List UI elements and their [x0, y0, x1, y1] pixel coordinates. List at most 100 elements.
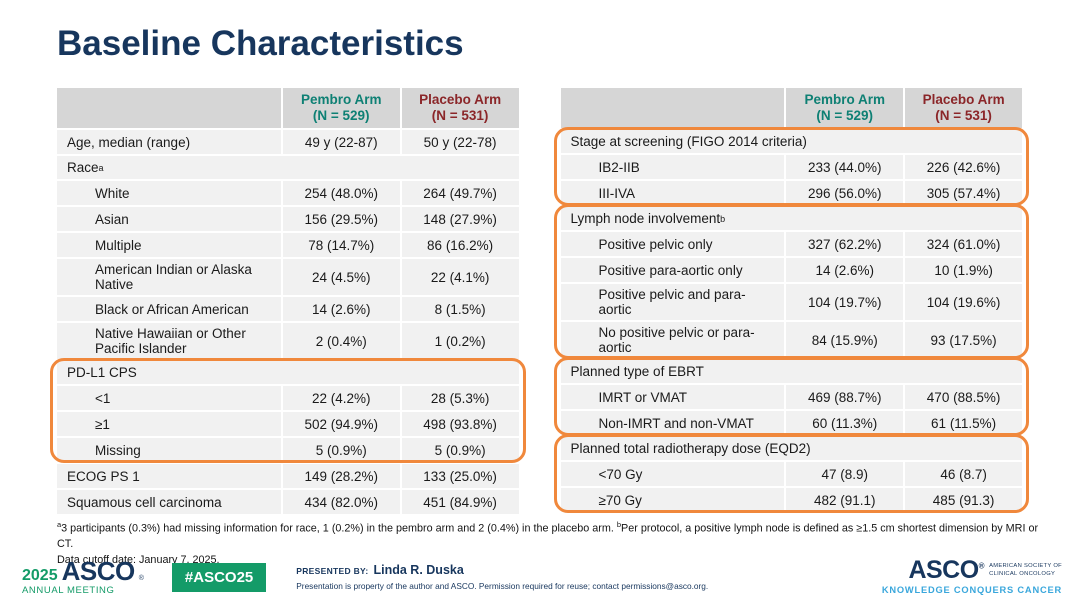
placebo-value: 22 (4.1%) — [401, 259, 519, 295]
column-header-placebo: Placebo Arm (N = 531) — [905, 88, 1022, 128]
highlight-box-group: Lymph node involvement b Positive pelvic o… — [553, 204, 1029, 359]
row-label: White — [57, 181, 281, 205]
placebo-value: 104 (19.6%) — [905, 284, 1022, 320]
placebo-value: 93 (17.5%) — [905, 322, 1022, 358]
column-header-pembro: Pembro Arm (N = 529) — [282, 88, 400, 128]
table-row: <1 22 (4.2%) 28 (5.3%) — [57, 386, 519, 410]
table-row: IB2-IIB 233 (44.0%) 226 (42.6%) — [560, 155, 1022, 179]
row-label: ECOG PS 1 — [57, 464, 281, 488]
table-row: ECOG PS 1 149 (28.2%) 133 (25.0%) — [57, 464, 519, 488]
placebo-value: 61 (11.5%) — [905, 411, 1022, 435]
row-label: ≥70 Gy — [560, 488, 785, 512]
asco-logo: ASCO® AMERICAN SOCIETY OF CLINICAL ONCOL… — [882, 558, 1062, 595]
placebo-value: 10 (1.9%) — [905, 258, 1022, 282]
row-label: Positive pelvic and para-aortic — [560, 284, 785, 320]
header-line: (N = 529) — [816, 108, 874, 123]
asco-logo-word: ASCO® — [908, 556, 985, 585]
header-line: Placebo Arm — [922, 91, 1005, 107]
pembro-value: 233 (44.0%) — [786, 155, 904, 179]
pembro-value: 24 (4.5%) — [282, 259, 400, 295]
pembro-value: 156 (29.5%) — [282, 207, 400, 231]
table-header-row: Pembro Arm (N = 529) Placebo Arm (N = 531) — [57, 88, 519, 128]
placebo-value: 485 (91.3) — [905, 488, 1022, 512]
placebo-value: 133 (25.0%) — [401, 464, 519, 488]
placebo-value: 148 (27.9%) — [401, 207, 519, 231]
table-row: Positive pelvic and para-aortic 104 (19.7… — [560, 284, 1022, 320]
placebo-value: 226 (42.6%) — [905, 155, 1022, 179]
table-row: ≥1 502 (94.9%) 498 (93.8%) — [57, 412, 519, 436]
presenter-name: Linda R. Duska — [373, 563, 464, 578]
pembro-value: 296 (56.0%) — [786, 181, 904, 205]
row-label: No positive pelvic or para-aortic — [560, 322, 785, 358]
tables-area: Pembro Arm (N = 529) Placebo Arm (N = 531) A… — [50, 88, 1029, 516]
permission-text: Presentation is property of the author a… — [296, 580, 709, 591]
header-line: (N = 531) — [431, 108, 489, 123]
table-header-row: Pembro Arm (N = 529) Placebo Arm (N = 531) — [560, 88, 1022, 128]
pembro-value: 2 (0.4%) — [282, 323, 400, 359]
pembro-value: 104 (19.7%) — [786, 284, 904, 320]
table-row: Age, median (range) 49 y (22-87) 50 y (22-… — [57, 130, 519, 154]
column-header-placebo: Placebo Arm (N = 531) — [401, 88, 519, 128]
table-row: Positive pelvic only 327 (62.2%) 324 (61.0… — [560, 232, 1022, 256]
row-label: American Indian or Alaska Native — [57, 259, 281, 295]
placebo-value: 1 (0.2%) — [401, 323, 519, 359]
row-label: III-IVA — [560, 181, 785, 205]
placebo-value: 264 (49.7%) — [401, 181, 519, 205]
section-label: Race a — [57, 156, 519, 179]
row-label: Black or African American — [57, 297, 281, 321]
section-row: Stage at screening (FIGO 2014 criteria) — [560, 130, 1022, 153]
table-row: American Indian or Alaska Native 24 (4.5%… — [57, 259, 519, 295]
section-row: Race a — [57, 156, 519, 179]
pembro-value: 482 (91.1) — [786, 488, 904, 512]
table-row: Asian 156 (29.5%) 148 (27.9%) — [57, 207, 519, 231]
hashtag-badge: #ASCO25 — [171, 562, 267, 592]
pembro-value: 149 (28.2%) — [282, 464, 400, 488]
row-label: Native Hawaiian or Other Pacific Islande… — [57, 323, 281, 359]
row-label: Asian — [57, 207, 281, 231]
row-label: Non-IMRT and non-VMAT — [560, 411, 785, 435]
section-row: Planned total radiotherapy dose (EQD2) — [560, 437, 1022, 460]
asco-annual-meeting-logo: 2025 ASCO ® ANNUAL MEETING — [22, 558, 144, 596]
placebo-value: 5 (0.9%) — [401, 438, 519, 462]
table-row: IMRT or VMAT 469 (88.7%) 470 (88.5%) — [560, 385, 1022, 409]
pembro-value: 78 (14.7%) — [282, 233, 400, 257]
row-label: <70 Gy — [560, 462, 785, 486]
placebo-value: 451 (84.9%) — [401, 490, 519, 514]
row-group: Age, median (range) 49 y (22-87) 50 y (22-… — [57, 130, 519, 359]
highlight-box-group: PD-L1 CPS <1 22 (4.2%) 28 (5.3%) ≥1 502 (94.9… — [50, 358, 525, 463]
column-header-pembro: Pembro Arm (N = 529) — [786, 88, 904, 128]
pembro-value: 84 (15.9%) — [786, 322, 904, 358]
row-group: ECOG PS 1 149 (28.2%) 133 (25.0%) Squamous … — [57, 464, 519, 514]
row-label: IMRT or VMAT — [560, 385, 785, 409]
pembro-value: 469 (88.7%) — [786, 385, 904, 409]
presented-by-label: PRESENTED BY: — [296, 566, 369, 577]
pembro-value: 5 (0.9%) — [282, 438, 400, 462]
table-row: Squamous cell carcinoma 434 (82.0%) 451 (8… — [57, 490, 519, 514]
footnotes: a3 participants (0.3%) had missing infor… — [57, 520, 1040, 569]
row-label: IB2-IIB — [560, 155, 785, 179]
row-label: Missing — [57, 438, 281, 462]
logo-year: 2025 — [22, 567, 58, 585]
section-label: Stage at screening (FIGO 2014 criteria) — [560, 130, 1022, 153]
column-header-empty — [560, 88, 785, 128]
column-header-empty — [57, 88, 281, 128]
table-row: ≥70 Gy 482 (91.1) 485 (91.3) — [560, 488, 1022, 512]
pembro-value: 14 (2.6%) — [282, 297, 400, 321]
table-row: Non-IMRT and non-VMAT 60 (11.3%) 61 (11.5%… — [560, 411, 1022, 435]
pembro-value: 254 (48.0%) — [282, 181, 400, 205]
placebo-value: 28 (5.3%) — [401, 386, 519, 410]
row-label: Squamous cell carcinoma — [57, 490, 281, 514]
row-label: <1 — [57, 386, 281, 410]
logo-asco: ASCO — [61, 556, 136, 587]
table-row: Missing 5 (0.9%) 5 (0.9%) — [57, 438, 519, 462]
placebo-value: 324 (61.0%) — [905, 232, 1022, 256]
placebo-value: 498 (93.8%) — [401, 412, 519, 436]
highlight-box-group: Planned type of EBRT IMRT or VMAT 469 (88.… — [553, 357, 1029, 436]
asco-tagline: KNOWLEDGE CONQUERS CANCER — [881, 585, 1062, 596]
presented-by-block: PRESENTED BY: Linda R. Duska Presentatio… — [296, 564, 708, 590]
placebo-value: 305 (57.4%) — [905, 181, 1022, 205]
pembro-value: 327 (62.2%) — [786, 232, 904, 256]
highlight-box-group: Planned total radiotherapy dose (EQD2) <7… — [553, 434, 1029, 513]
page-title: Baseline Characteristics — [57, 24, 464, 63]
highlight-box-group: Stage at screening (FIGO 2014 criteria) I… — [553, 127, 1029, 206]
